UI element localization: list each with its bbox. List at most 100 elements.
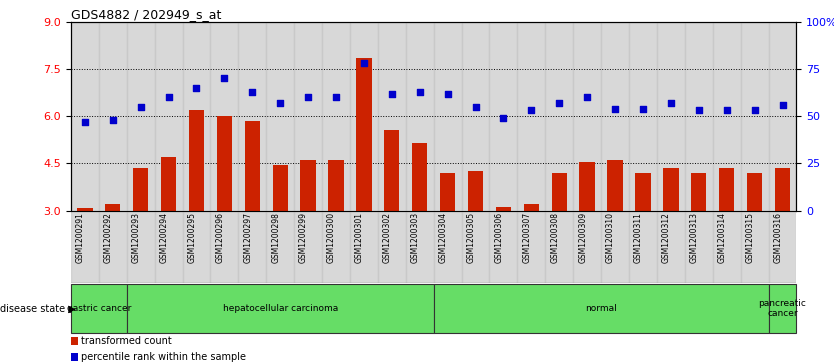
Bar — [210, 22, 239, 211]
Bar — [350, 22, 378, 211]
Point — [78, 119, 92, 125]
Bar — [356, 58, 372, 211]
Bar — [294, 22, 322, 211]
Bar — [629, 22, 657, 211]
Text: GSM1200291: GSM1200291 — [76, 212, 85, 263]
Bar — [629, 211, 657, 283]
Bar — [657, 211, 685, 283]
Point — [190, 85, 203, 91]
Point — [608, 106, 621, 111]
Text: GSM1200294: GSM1200294 — [159, 212, 168, 263]
Bar — [517, 22, 545, 211]
Bar — [210, 211, 239, 283]
Text: GDS4882 / 202949_s_at: GDS4882 / 202949_s_at — [71, 8, 221, 21]
Bar — [713, 211, 741, 283]
Text: disease state ▶: disease state ▶ — [0, 303, 76, 314]
Point — [413, 89, 426, 94]
Bar — [322, 211, 350, 283]
Bar — [350, 211, 378, 283]
Point — [692, 107, 706, 113]
Bar — [273, 165, 288, 211]
Text: GSM1200302: GSM1200302 — [383, 212, 392, 263]
Bar — [769, 211, 796, 283]
Text: GSM1200306: GSM1200306 — [495, 212, 504, 263]
Text: GSM1200308: GSM1200308 — [550, 212, 560, 263]
Point — [469, 104, 482, 110]
Bar — [713, 22, 741, 211]
Bar — [636, 174, 651, 211]
Bar — [461, 22, 490, 211]
Bar — [378, 211, 406, 283]
Point — [218, 76, 231, 81]
Bar — [657, 22, 685, 211]
Text: GSM1200307: GSM1200307 — [522, 212, 531, 263]
Bar — [183, 22, 210, 211]
Bar — [741, 22, 769, 211]
Text: gastric cancer: gastric cancer — [67, 304, 131, 313]
Bar — [239, 22, 266, 211]
Bar — [300, 160, 316, 211]
Bar — [601, 22, 629, 211]
Bar — [127, 22, 154, 211]
Text: GSM1200304: GSM1200304 — [439, 212, 448, 263]
Point — [748, 107, 761, 113]
Bar — [133, 168, 148, 211]
Bar — [154, 22, 183, 211]
Bar — [406, 211, 434, 283]
Text: GSM1200301: GSM1200301 — [355, 212, 364, 263]
Bar — [719, 168, 735, 211]
Bar — [244, 121, 260, 211]
Bar — [71, 211, 98, 283]
Bar — [78, 208, 93, 211]
Bar — [495, 207, 511, 211]
Text: GSM1200296: GSM1200296 — [215, 212, 224, 263]
Text: GSM1200295: GSM1200295 — [188, 212, 197, 263]
Bar — [322, 22, 350, 211]
Text: GSM1200299: GSM1200299 — [299, 212, 308, 263]
Bar — [685, 211, 713, 283]
Text: GSM1200316: GSM1200316 — [773, 212, 782, 263]
Point — [274, 100, 287, 106]
Bar — [517, 211, 545, 283]
Bar — [468, 171, 483, 211]
Bar — [524, 204, 539, 211]
FancyBboxPatch shape — [127, 284, 434, 333]
Bar — [71, 352, 78, 361]
Point — [636, 106, 650, 111]
Text: GSM1200305: GSM1200305 — [466, 212, 475, 263]
Bar — [440, 174, 455, 211]
Text: hepatocellular carcinoma: hepatocellular carcinoma — [223, 304, 338, 313]
Bar — [105, 204, 120, 211]
Point — [106, 117, 119, 123]
Text: GSM1200303: GSM1200303 — [410, 212, 420, 263]
Text: GSM1200309: GSM1200309 — [578, 212, 587, 263]
Text: GSM1200300: GSM1200300 — [327, 212, 336, 263]
Text: GSM1200314: GSM1200314 — [718, 212, 726, 263]
Bar — [580, 162, 595, 211]
Bar — [384, 130, 399, 211]
Point — [497, 115, 510, 121]
Point — [301, 94, 314, 100]
Bar — [545, 22, 573, 211]
Bar — [747, 173, 762, 211]
Bar — [573, 211, 601, 283]
Point — [720, 107, 733, 113]
Bar — [545, 211, 573, 283]
Bar — [406, 22, 434, 211]
Text: GSM1200315: GSM1200315 — [746, 212, 755, 263]
Point — [357, 60, 370, 66]
Bar — [461, 211, 490, 283]
Bar — [775, 168, 790, 211]
Bar — [434, 211, 461, 283]
Point — [664, 100, 677, 106]
Text: GSM1200293: GSM1200293 — [132, 212, 141, 263]
Bar — [412, 143, 427, 211]
Bar — [378, 22, 406, 211]
Point — [525, 107, 538, 113]
Bar — [490, 211, 517, 283]
Bar — [183, 211, 210, 283]
Text: GSM1200292: GSM1200292 — [103, 212, 113, 263]
Text: GSM1200297: GSM1200297 — [244, 212, 252, 263]
Bar — [329, 160, 344, 211]
Point — [441, 91, 455, 97]
